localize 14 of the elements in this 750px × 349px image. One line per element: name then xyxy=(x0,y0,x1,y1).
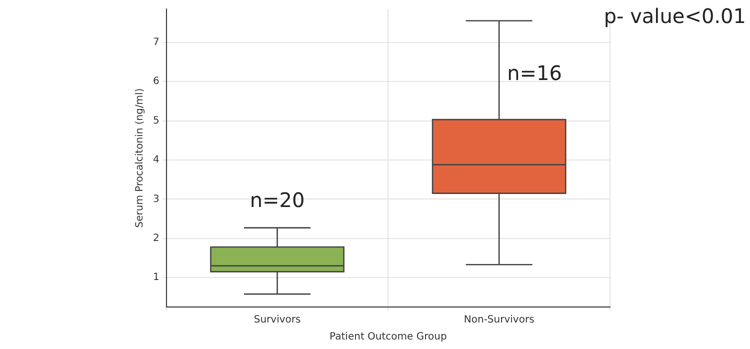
x-tick-label: Non-Survivors xyxy=(464,314,534,326)
y-tick-label: 1 xyxy=(152,272,160,284)
y-tick-label: 2 xyxy=(152,232,160,244)
y-axis-title: Serum Procalcitonin (ng/ml) xyxy=(134,88,146,228)
y-tick-label: 3 xyxy=(152,194,160,205)
x-tick-label: Survivors xyxy=(254,314,301,326)
y-tick-label: 4 xyxy=(152,154,160,166)
y-tick-label: 6 xyxy=(152,76,160,88)
y-tick-label: 7 xyxy=(152,36,160,48)
annotation: n=20 xyxy=(250,188,305,212)
annotation: p- value<0.01 xyxy=(604,4,746,28)
x-axis-title: Patient Outcome Group xyxy=(330,332,447,343)
annotation: n=16 xyxy=(507,60,562,85)
y-tick-label: 5 xyxy=(152,115,160,126)
